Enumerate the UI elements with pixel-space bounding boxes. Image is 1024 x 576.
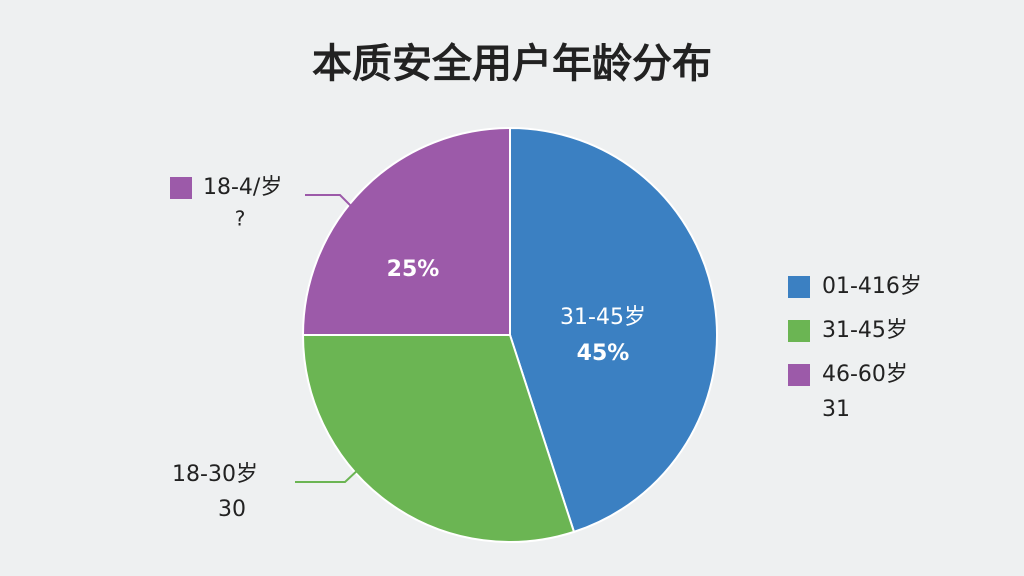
legend-swatch xyxy=(788,276,810,298)
leader-line xyxy=(295,467,361,483)
legend-label: 31-45岁 xyxy=(822,318,908,343)
pie xyxy=(301,126,718,543)
leader-line xyxy=(305,194,356,211)
chart-title: 本质安全用户年龄分布 xyxy=(312,41,712,87)
slice-label: 18-4/岁 xyxy=(203,175,282,200)
pie-slice xyxy=(301,334,576,543)
annotation: ? xyxy=(235,207,246,231)
slice-label: 18-30岁 xyxy=(172,462,258,487)
slice-label: 31-45岁 xyxy=(560,305,646,330)
legend-swatch xyxy=(788,320,810,342)
legend-note: 31 xyxy=(822,397,850,422)
value-label: 45% xyxy=(577,341,630,366)
legend-label: 01-416岁 xyxy=(822,274,922,299)
callout-swatch xyxy=(170,177,192,199)
pie-slice xyxy=(509,126,718,534)
legend: 01-416岁 31-45岁 46-60岁 xyxy=(788,274,922,387)
value-label: 25% xyxy=(387,257,440,282)
legend-label: 46-60岁 xyxy=(822,362,908,387)
pie-slice xyxy=(301,126,511,336)
value-label: 30 xyxy=(218,497,246,522)
legend-swatch xyxy=(788,364,810,386)
